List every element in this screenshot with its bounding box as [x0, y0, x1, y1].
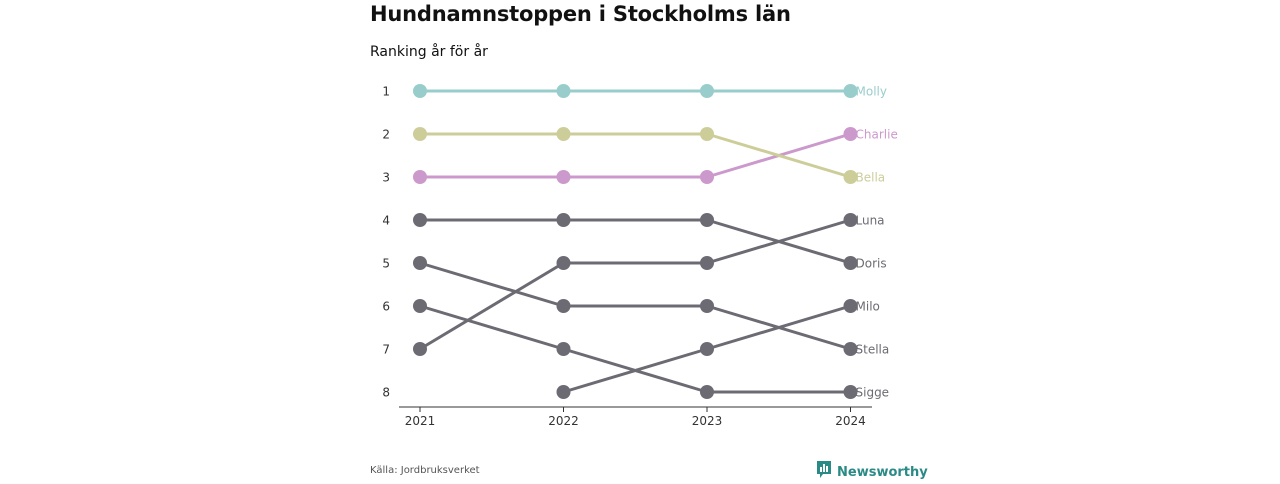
y-tick-label: 1 — [382, 85, 390, 99]
data-point-bella — [556, 127, 571, 141]
data-point-doris — [700, 213, 714, 227]
series-line-charlie — [418, 132, 852, 179]
series-label-molly: Molly — [856, 85, 887, 99]
data-point-sigge — [556, 342, 571, 356]
y-tick-label: 5 — [382, 257, 390, 271]
data-point-doris — [556, 213, 571, 227]
series-lines — [418, 89, 852, 394]
data-point-bella — [700, 127, 714, 141]
data-point-luna — [556, 256, 571, 270]
series-label-doris: Doris — [856, 257, 887, 271]
y-tick-label: 4 — [382, 214, 390, 228]
data-point-sigge — [700, 385, 714, 399]
data-point-molly — [556, 84, 571, 98]
x-tick-label: 2022 — [548, 414, 579, 428]
x-tick-label: 2023 — [692, 414, 723, 428]
y-tick-label: 7 — [382, 343, 390, 357]
series-label-sigge: Sigge — [856, 386, 890, 400]
data-point-milo — [700, 342, 714, 356]
data-point-stella — [413, 256, 427, 270]
data-point-charlie — [843, 127, 858, 141]
series-label-luna: Luna — [856, 214, 885, 228]
data-point-doris — [413, 213, 427, 227]
data-point-bella — [413, 127, 427, 141]
data-point-stella — [843, 342, 858, 356]
data-point-charlie — [556, 170, 571, 184]
data-point-luna — [700, 256, 714, 270]
data-point-charlie — [413, 170, 427, 184]
x-tick-label: 2024 — [835, 414, 866, 428]
data-point-luna — [843, 213, 858, 227]
x-tick-label: 2021 — [405, 414, 436, 428]
x-axis: 2021 2022 2023 2024 — [405, 407, 866, 428]
bar-chart-logo-icon — [816, 460, 832, 484]
series-line-stella — [418, 261, 852, 351]
y-tick-label: 3 — [382, 171, 390, 185]
series-label-milo: Milo — [856, 300, 880, 314]
data-point-molly — [700, 84, 714, 98]
brand-name: Newsworthy — [837, 464, 928, 480]
data-point-stella — [556, 299, 571, 313]
data-point-milo — [843, 299, 858, 313]
series-points — [413, 84, 858, 399]
chart-title: Hundnamnstoppen i Stockholms län — [370, 2, 791, 26]
source-note: Källa: Jordbruksverket — [370, 465, 480, 476]
chart-subtitle: Ranking år för år — [370, 44, 488, 60]
series-label-bella: Bella — [856, 171, 886, 185]
data-point-bella — [843, 170, 858, 184]
y-tick-label: 2 — [382, 128, 390, 142]
y-axis: 1 2 3 4 5 6 7 8 — [382, 85, 390, 400]
data-point-milo — [556, 385, 571, 399]
series-line-bella — [418, 132, 852, 179]
data-point-luna — [413, 342, 427, 356]
y-tick-label: 6 — [382, 300, 390, 314]
data-point-molly — [843, 84, 858, 98]
data-point-charlie — [700, 170, 714, 184]
series-label-charlie: Charlie — [856, 128, 898, 142]
series-labels: Luna Doris Milo Stella Sigge Molly Charlie Bell… — [856, 85, 898, 400]
data-point-sigge — [843, 385, 858, 399]
data-point-stella — [700, 299, 714, 313]
y-tick-label: 8 — [382, 386, 390, 400]
series-label-stella: Stella — [856, 343, 890, 357]
brand-logo-link[interactable]: Newsworthy — [816, 460, 928, 484]
series-line-doris — [418, 218, 852, 265]
series-line-sigge — [418, 304, 852, 394]
data-point-molly — [413, 84, 427, 98]
data-point-doris — [843, 256, 858, 270]
data-point-sigge — [413, 299, 427, 313]
